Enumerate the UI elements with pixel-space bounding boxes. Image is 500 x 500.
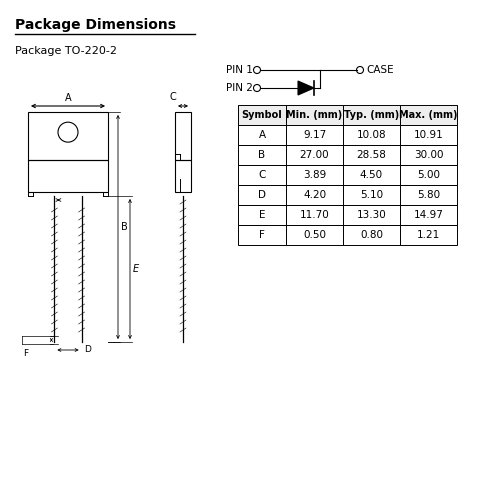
Bar (400, 205, 457, 225)
Text: D: D (258, 190, 266, 200)
Text: 5.10: 5.10 (360, 190, 383, 200)
Text: Package Dimensions: Package Dimensions (15, 18, 176, 32)
Polygon shape (298, 81, 314, 95)
Bar (400, 225, 457, 245)
Bar (400, 165, 457, 185)
Text: PIN 1: PIN 1 (226, 65, 253, 75)
Text: B: B (258, 150, 266, 160)
Text: F: F (24, 349, 28, 358)
Bar (286, 185, 343, 205)
Text: 4.20: 4.20 (303, 190, 326, 200)
Bar (343, 125, 400, 145)
Text: Typ. (mm): Typ. (mm) (344, 110, 399, 120)
Bar (238, 125, 286, 145)
Text: E: E (133, 264, 139, 274)
Text: 9.17: 9.17 (303, 130, 326, 140)
Text: C: C (170, 92, 176, 102)
Bar (286, 165, 343, 185)
Bar (343, 205, 400, 225)
Bar (238, 205, 286, 225)
Text: 5.00: 5.00 (417, 170, 440, 180)
Text: 27.00: 27.00 (300, 150, 330, 160)
Text: 14.97: 14.97 (414, 210, 444, 220)
Bar (400, 125, 457, 145)
Text: Symbol: Symbol (242, 110, 282, 120)
Text: A: A (64, 93, 71, 103)
Text: 28.58: 28.58 (356, 150, 386, 160)
Text: 10.08: 10.08 (356, 130, 386, 140)
Text: 30.00: 30.00 (414, 150, 444, 160)
Bar (175, 160, 191, 192)
Bar (175, 112, 191, 160)
Bar (343, 225, 400, 245)
Text: 13.30: 13.30 (356, 210, 386, 220)
Bar (343, 145, 400, 165)
Bar (343, 185, 400, 205)
Text: Min. (mm): Min. (mm) (286, 110, 343, 120)
Text: 5.80: 5.80 (417, 190, 440, 200)
Text: Package TO-220-2: Package TO-220-2 (15, 46, 117, 56)
Bar (28, 112, 108, 160)
Text: 1.21: 1.21 (417, 230, 440, 240)
Text: B: B (121, 222, 128, 232)
Bar (238, 185, 286, 205)
Bar (286, 105, 343, 125)
Bar (286, 125, 343, 145)
Bar (238, 145, 286, 165)
Bar (286, 205, 343, 225)
Text: PIN 2: PIN 2 (226, 83, 253, 93)
Text: 3.89: 3.89 (303, 170, 326, 180)
Bar (343, 105, 400, 125)
Text: F: F (259, 230, 265, 240)
Text: 0.80: 0.80 (360, 230, 383, 240)
Text: A: A (258, 130, 266, 140)
Bar (343, 165, 400, 185)
Bar (400, 105, 457, 125)
Text: CASE: CASE (366, 65, 394, 75)
Text: E: E (259, 210, 265, 220)
Text: 11.70: 11.70 (300, 210, 330, 220)
Text: Max. (mm): Max. (mm) (399, 110, 458, 120)
Bar (286, 145, 343, 165)
Bar (400, 185, 457, 205)
Bar (238, 225, 286, 245)
Text: 10.91: 10.91 (414, 130, 444, 140)
Bar (286, 225, 343, 245)
Text: D: D (84, 346, 91, 354)
Bar (400, 145, 457, 165)
Text: 0.50: 0.50 (303, 230, 326, 240)
Bar (28, 160, 108, 192)
Bar (238, 105, 286, 125)
Text: C: C (258, 170, 266, 180)
Text: 4.50: 4.50 (360, 170, 383, 180)
Bar (238, 165, 286, 185)
